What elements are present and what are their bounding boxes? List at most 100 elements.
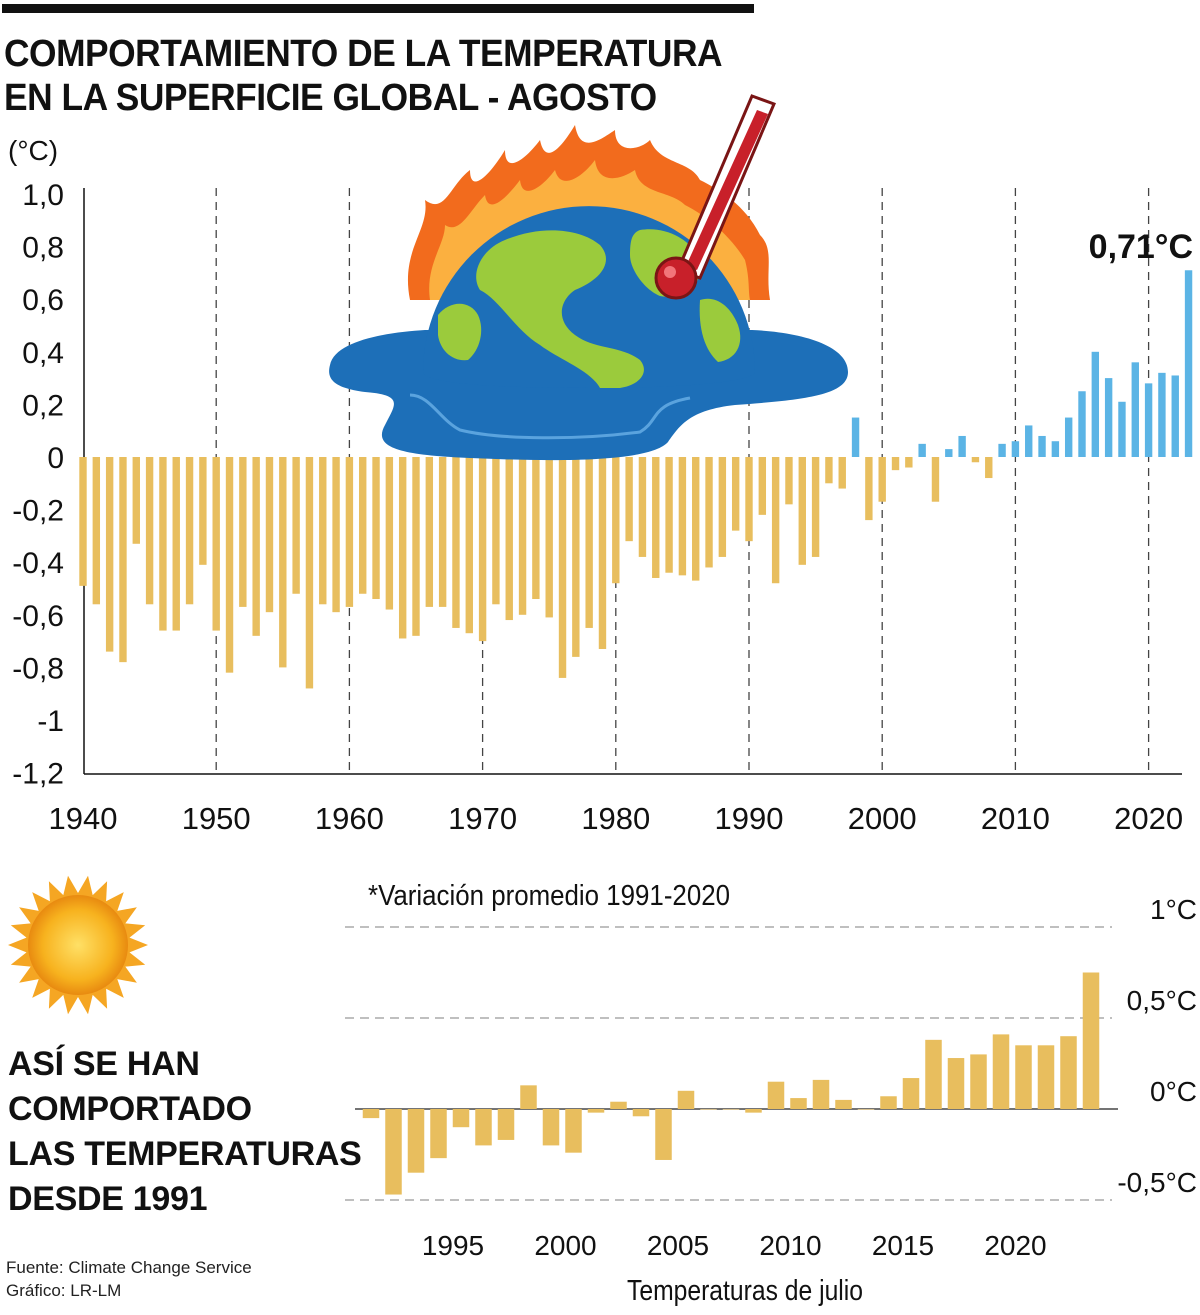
- bar: [971, 457, 980, 463]
- x-tick-label: 1980: [581, 801, 650, 836]
- bar: [1060, 1036, 1077, 1109]
- bar: [332, 457, 340, 613]
- source-text: Fuente: Climate Change Service: [6, 1258, 252, 1277]
- page-title: COMPORTAMIENTO DE LA TEMPERATURA EN LA S…: [4, 32, 748, 120]
- bar: [610, 1101, 627, 1109]
- bar: [785, 457, 793, 505]
- bar: [425, 457, 434, 607]
- bar: [412, 457, 420, 636]
- bar: [407, 1109, 425, 1173]
- x-tick-label: 1960: [315, 801, 384, 836]
- bar: [878, 457, 886, 502]
- bar: [558, 457, 567, 678]
- section-title-line: COMPORTADO: [8, 1090, 252, 1128]
- bar: [212, 457, 220, 631]
- bar: [918, 443, 926, 457]
- bar: [292, 457, 300, 594]
- bar: [452, 1109, 470, 1128]
- bar: [958, 435, 966, 457]
- bar: [92, 457, 101, 605]
- bar: [225, 457, 234, 673]
- bar: [1158, 372, 1166, 457]
- y-tick-label: -1,2: [12, 758, 64, 791]
- y-tick-label: 0: [47, 442, 64, 475]
- bar: [925, 1039, 942, 1109]
- y-tick-label: -0,2: [12, 495, 64, 528]
- bar: [1171, 375, 1179, 457]
- bar: [1038, 435, 1046, 457]
- bar: [947, 1058, 965, 1109]
- x-ticks: 1995 2000 2005 2010 2015 2020: [422, 1230, 1047, 1261]
- bar: [745, 1109, 762, 1113]
- bar: [1011, 441, 1020, 457]
- bar: [239, 457, 247, 607]
- bar: [902, 1078, 920, 1109]
- y-tick-label: 0,6: [22, 284, 64, 317]
- bar: [185, 457, 194, 605]
- bar: [145, 457, 154, 605]
- bar: [655, 1109, 672, 1160]
- x-axis-label: Temperaturas de julio: [627, 1275, 863, 1307]
- bar: [532, 457, 540, 600]
- bar: [132, 457, 140, 544]
- x-tick-label: 2020: [1114, 801, 1183, 836]
- section-title-line: LAS TEMPERATURAS: [8, 1135, 362, 1173]
- x-tick-label: 2000: [534, 1230, 596, 1261]
- bar: [985, 457, 993, 479]
- bar: [372, 457, 380, 600]
- sun-disc: [28, 895, 128, 995]
- bar: [497, 1109, 515, 1140]
- bar: [705, 457, 713, 568]
- chart-note: *Variación promedio 1991-2020: [368, 880, 730, 912]
- bar: [505, 457, 513, 621]
- bar: [1118, 401, 1126, 457]
- bar: [438, 457, 447, 607]
- bar: [385, 1109, 402, 1195]
- bar: [79, 457, 87, 586]
- y-tick-label: 1,0: [22, 179, 64, 212]
- bar: [771, 457, 780, 584]
- x-tick-label: 2010: [759, 1230, 821, 1261]
- bar: [1037, 1045, 1055, 1109]
- bar: [612, 457, 620, 584]
- max-value-annotation: 0,71°C: [1089, 228, 1193, 266]
- bar: [638, 457, 647, 557]
- y-axis-unit-label: (°C): [8, 135, 58, 166]
- bar: [475, 1109, 492, 1146]
- bar: [319, 457, 327, 605]
- x-tick-label: 1970: [448, 801, 517, 836]
- bar: [492, 457, 500, 605]
- bar: [565, 1109, 582, 1153]
- bar: [851, 417, 860, 457]
- y-tick-label: 0,4: [22, 337, 64, 370]
- bar: [931, 457, 940, 502]
- bar: [345, 457, 354, 607]
- bar: [542, 1109, 560, 1146]
- bar: [700, 1109, 717, 1110]
- bar: [970, 1054, 987, 1109]
- bar: [767, 1081, 785, 1109]
- bar: [652, 457, 660, 578]
- bar: [835, 1099, 852, 1109]
- melting-earth-icon: [329, 94, 849, 461]
- bar: [632, 1109, 650, 1117]
- bar: [718, 457, 727, 557]
- bar: [305, 457, 314, 689]
- y-tick-label: -0,4: [12, 547, 64, 580]
- bar: [722, 1109, 740, 1110]
- y-tick-label: 1°C: [1150, 894, 1197, 925]
- x-tick-label: 2020: [984, 1230, 1046, 1261]
- bar: [545, 457, 553, 618]
- bar: [1184, 270, 1193, 457]
- section-title-line: DESDE 1991: [8, 1180, 208, 1218]
- bar: [857, 1109, 875, 1110]
- bar: [998, 443, 1006, 457]
- bar: [1144, 383, 1153, 457]
- y-tick-label: -0,5°C: [1117, 1167, 1197, 1198]
- y-tick-label: 0,8: [22, 232, 64, 265]
- bar: [798, 457, 806, 565]
- bar: [677, 1090, 695, 1109]
- y-tick-label: -1: [37, 705, 64, 738]
- bar: [905, 457, 913, 468]
- bar: [1091, 351, 1100, 457]
